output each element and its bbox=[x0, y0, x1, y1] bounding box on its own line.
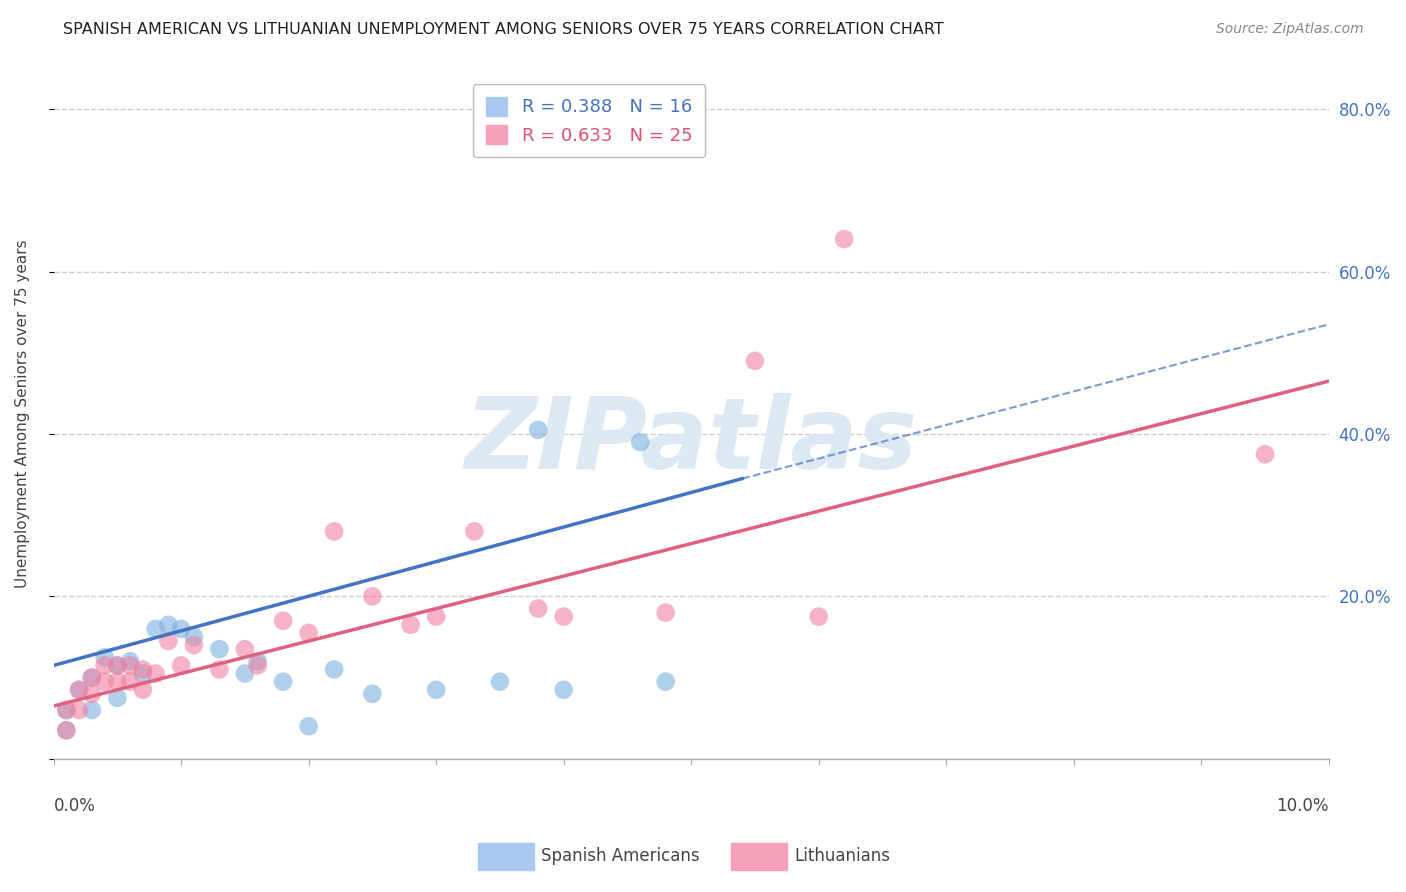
Y-axis label: Unemployment Among Seniors over 75 years: Unemployment Among Seniors over 75 years bbox=[15, 239, 30, 588]
Point bbox=[271, 674, 294, 689]
Point bbox=[323, 524, 346, 539]
Point bbox=[93, 658, 115, 673]
Point bbox=[55, 723, 77, 738]
Point bbox=[80, 703, 103, 717]
Point bbox=[105, 690, 128, 705]
Text: Source: ZipAtlas.com: Source: ZipAtlas.com bbox=[1216, 22, 1364, 37]
Point bbox=[55, 723, 77, 738]
Point bbox=[425, 609, 447, 624]
Point bbox=[298, 719, 321, 733]
Point bbox=[489, 674, 512, 689]
Point bbox=[170, 622, 193, 636]
Point bbox=[67, 682, 90, 697]
Point bbox=[361, 590, 384, 604]
Point bbox=[67, 703, 90, 717]
Point bbox=[298, 626, 321, 640]
Point bbox=[170, 658, 193, 673]
Point bbox=[361, 687, 384, 701]
Point bbox=[233, 642, 256, 657]
Point bbox=[132, 682, 155, 697]
Point bbox=[628, 435, 651, 450]
Point bbox=[80, 671, 103, 685]
Point bbox=[654, 674, 676, 689]
Point bbox=[183, 638, 205, 652]
Point bbox=[93, 650, 115, 665]
Point bbox=[271, 614, 294, 628]
Point bbox=[132, 666, 155, 681]
Point bbox=[246, 654, 269, 668]
Point bbox=[183, 630, 205, 644]
Point bbox=[527, 601, 550, 615]
Point bbox=[157, 634, 180, 648]
Point bbox=[157, 617, 180, 632]
Point bbox=[553, 682, 575, 697]
Text: Spanish Americans: Spanish Americans bbox=[541, 847, 700, 865]
Point bbox=[1254, 447, 1277, 461]
Point bbox=[120, 654, 142, 668]
Point bbox=[463, 524, 485, 539]
Point bbox=[323, 663, 346, 677]
Point bbox=[145, 622, 167, 636]
Text: 10.0%: 10.0% bbox=[1277, 797, 1329, 814]
Legend: R = 0.388   N = 16, R = 0.633   N = 25: R = 0.388 N = 16, R = 0.633 N = 25 bbox=[474, 85, 706, 158]
Point bbox=[208, 663, 231, 677]
Point bbox=[55, 703, 77, 717]
Point bbox=[744, 354, 766, 368]
Point bbox=[145, 666, 167, 681]
Point bbox=[105, 658, 128, 673]
Point bbox=[105, 658, 128, 673]
Text: ZIPatlas: ZIPatlas bbox=[464, 392, 918, 490]
Point bbox=[80, 671, 103, 685]
Point bbox=[553, 609, 575, 624]
Point bbox=[832, 232, 855, 246]
Point bbox=[132, 663, 155, 677]
Point bbox=[105, 674, 128, 689]
Point bbox=[120, 658, 142, 673]
Point bbox=[246, 658, 269, 673]
Point bbox=[55, 703, 77, 717]
Point bbox=[527, 423, 550, 437]
Text: Lithuanians: Lithuanians bbox=[794, 847, 890, 865]
Text: SPANISH AMERICAN VS LITHUANIAN UNEMPLOYMENT AMONG SENIORS OVER 75 YEARS CORRELAT: SPANISH AMERICAN VS LITHUANIAN UNEMPLOYM… bbox=[63, 22, 943, 37]
Point bbox=[233, 666, 256, 681]
Point bbox=[120, 674, 142, 689]
Point bbox=[807, 609, 830, 624]
Point bbox=[654, 606, 676, 620]
Text: 0.0%: 0.0% bbox=[53, 797, 96, 814]
Point bbox=[67, 682, 90, 697]
Point bbox=[399, 617, 422, 632]
Point bbox=[80, 687, 103, 701]
Point bbox=[93, 674, 115, 689]
Point bbox=[425, 682, 447, 697]
Point bbox=[208, 642, 231, 657]
